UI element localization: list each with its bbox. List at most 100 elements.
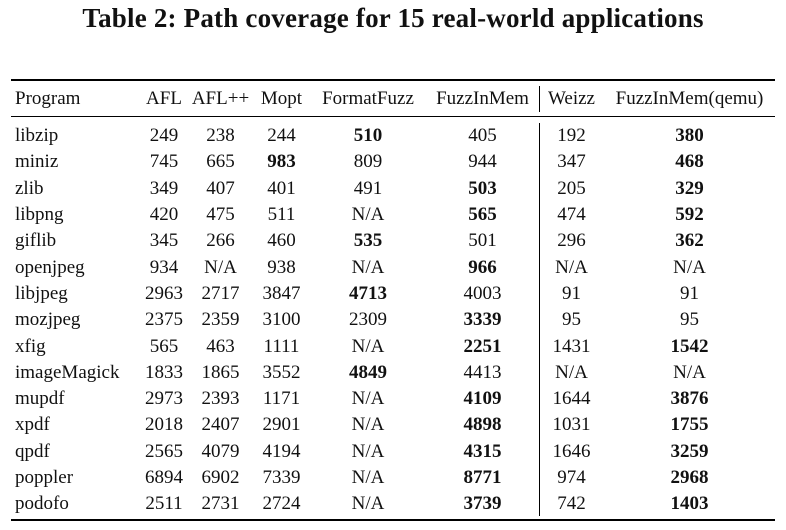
coverage-cell: 460	[267, 230, 296, 252]
coverage-cell: 4898	[463, 414, 502, 436]
coverage-cell: 296	[557, 230, 586, 252]
coverage-cell: 407	[206, 177, 235, 199]
coverage-cell: 565	[468, 204, 497, 226]
coverage-cell: 501	[468, 230, 497, 252]
column-header-program: Program	[15, 88, 81, 109]
coverage-cell: 1171	[262, 388, 301, 410]
coverage-cell: 2717	[201, 282, 240, 304]
coverage-cell: N/A	[555, 256, 588, 278]
coverage-cell: 983	[267, 151, 296, 173]
header-spacer	[11, 113, 775, 123]
program-name-cell: xpdf	[15, 414, 50, 436]
coverage-cell: N/A	[555, 361, 588, 383]
table-caption: Table 2: Path coverage for 15 real-world…	[82, 3, 704, 33]
bottom-rule	[11, 519, 775, 521]
coverage-cell: 2359	[201, 309, 240, 331]
table-row: podofo 2511 2731 2724 N/A 3739 742 1403	[11, 491, 775, 517]
coverage-cell: 362	[675, 230, 704, 252]
coverage-cell: N/A	[351, 414, 385, 436]
table-row: poppler 6894 6902 7339 N/A 8771 974 2968	[11, 465, 775, 491]
coverage-cell: 2511	[145, 493, 183, 515]
coverage-cell: 420	[149, 204, 179, 226]
table-row: mupdf 2973 2393 1171 N/A 4109 1644 3876	[11, 386, 775, 412]
coverage-cell: 6902	[201, 467, 240, 488]
coverage-cell: 665	[206, 151, 235, 173]
coverage-cell: 3339	[463, 309, 502, 331]
table-row: zlib 349 407 401 491 503 205 329	[11, 176, 775, 202]
program-name-cell: miniz	[15, 151, 59, 173]
table-row: libpng 420 475 511 N/A 565 474 592	[11, 202, 775, 228]
path-coverage-table: Program AFL AFL++ Mopt FormatFuzz FuzzIn…	[11, 85, 775, 517]
coverage-cell: 463	[206, 335, 235, 357]
coverage-cell: 938	[267, 256, 296, 278]
coverage-cell: 4849	[349, 361, 387, 383]
coverage-cell: 966	[468, 256, 497, 278]
coverage-cell: 238	[206, 125, 235, 147]
coverage-cell: 742	[557, 493, 586, 515]
coverage-cell: 3739	[463, 493, 502, 515]
coverage-cell: N/A	[351, 388, 385, 410]
coverage-cell: 2901	[262, 414, 301, 436]
coverage-cell: N/A	[351, 440, 385, 462]
coverage-cell: 1833	[145, 361, 183, 383]
table-row: libzip 249 238 244 510 405 192 380	[11, 123, 775, 149]
coverage-cell: 205	[557, 177, 586, 199]
coverage-cell: 7339	[262, 467, 301, 488]
coverage-cell: 8771	[463, 467, 502, 488]
coverage-cell: 565	[149, 335, 179, 357]
coverage-cell: 249	[149, 125, 179, 147]
table-row: openjpeg 934 N/A 938 N/A 966 N/A N/A	[11, 254, 775, 280]
coverage-cell: 474	[557, 204, 586, 226]
header-row: Program AFL AFL++ Mopt FormatFuzz FuzzIn…	[11, 85, 775, 113]
coverage-cell: 1111	[263, 335, 300, 357]
program-name-cell: imageMagick	[15, 361, 120, 383]
coverage-cell: 2375	[145, 309, 183, 331]
coverage-cell: 2407	[201, 414, 240, 436]
coverage-cell: 2963	[145, 282, 183, 304]
coverage-cell: 2968	[670, 467, 709, 488]
coverage-cell: 809	[353, 151, 383, 173]
coverage-cell: 345	[149, 230, 179, 252]
program-name-cell: openjpeg	[15, 256, 85, 278]
coverage-cell: 511	[267, 204, 296, 226]
coverage-cell: 6894	[145, 467, 183, 488]
coverage-cell: 4109	[463, 388, 502, 410]
coverage-cell: 1403	[670, 493, 709, 515]
table-row: imageMagick 1833 1865 3552 4849 4413 N/A N/A	[11, 360, 775, 386]
header-rule	[11, 116, 775, 117]
coverage-cell: 974	[557, 467, 586, 488]
coverage-cell: 934	[149, 256, 179, 278]
coverage-cell: N/A	[351, 204, 385, 226]
program-name-cell: mupdf	[15, 388, 65, 410]
coverage-cell: N/A	[673, 361, 706, 383]
table-row: libjpeg 2963 2717 3847 4713 4003 91 91	[11, 281, 775, 307]
coverage-cell: 401	[267, 177, 296, 199]
coverage-cell: N/A	[351, 493, 385, 515]
coverage-cell: 2973	[145, 388, 183, 410]
table-row: xpdf 2018 2407 2901 N/A 4898 1031 1755	[11, 412, 775, 438]
coverage-cell: 3876	[670, 388, 709, 410]
coverage-cell: 2018	[145, 414, 183, 436]
coverage-cell: 468	[675, 151, 704, 173]
column-separator-body	[539, 123, 540, 516]
coverage-cell: 2731	[201, 493, 240, 515]
coverage-cell: N/A	[351, 256, 385, 278]
coverage-cell: 95	[562, 309, 581, 331]
coverage-cell: 1865	[201, 361, 240, 383]
coverage-cell: 349	[149, 177, 179, 199]
program-name-cell: giflib	[15, 230, 57, 252]
column-header-weizz: Weizz	[548, 88, 595, 109]
coverage-cell: 4713	[349, 282, 387, 304]
coverage-cell: N/A	[204, 256, 237, 278]
column-header-fuzzinmem: FuzzInMem	[436, 88, 529, 109]
coverage-cell: 405	[468, 125, 497, 147]
coverage-cell: 475	[206, 204, 235, 226]
coverage-cell: 1646	[552, 440, 591, 462]
program-name-cell: poppler	[15, 467, 74, 488]
column-separator-header	[539, 86, 540, 112]
coverage-cell: 4079	[201, 440, 240, 462]
coverage-cell: 503	[468, 177, 497, 199]
program-name-cell: libpng	[15, 204, 64, 226]
coverage-cell: 3259	[670, 440, 709, 462]
coverage-cell: 95	[680, 309, 699, 331]
